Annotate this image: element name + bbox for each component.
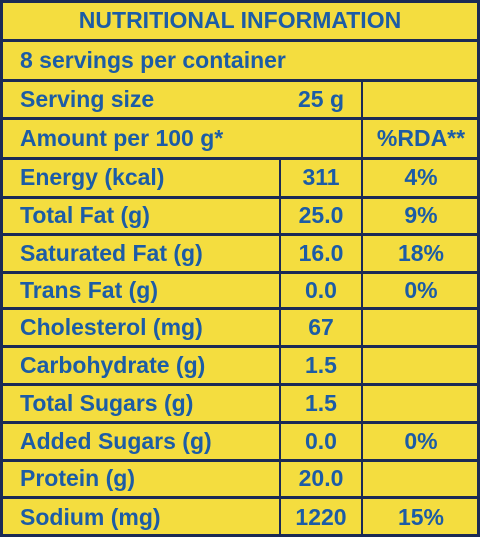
rule [0, 196, 480, 199]
nutrient-amount: 311 [302, 164, 340, 190]
nutrient-name: Trans Fat (g) [20, 276, 159, 303]
nutrient-amount: 67 [308, 313, 334, 340]
nutrient-amount: 25.0 [298, 202, 344, 228]
rule [0, 496, 480, 499]
serving-size-label: Serving size [20, 85, 155, 112]
rule [0, 233, 480, 236]
nutrient-amount: 16.0 [298, 239, 344, 266]
nutrient-rda: 15% [397, 503, 445, 530]
rule [0, 79, 480, 82]
rule [0, 459, 480, 462]
rule [0, 421, 480, 424]
title: NUTRITIONAL INFORMATION [78, 6, 402, 33]
rule [0, 39, 480, 42]
nutrient-name: Saturated Fat (g) [20, 239, 203, 266]
nutrient-rda: 4% [404, 164, 438, 190]
nutrient-rda: 9% [404, 202, 438, 228]
nutrient-amount: 1.5 [305, 351, 337, 378]
nutrient-name: Added Sugars (g) [20, 427, 212, 454]
nutrient-name: Sodium (mg) [20, 503, 161, 530]
servings: 8 servings per container [20, 46, 286, 73]
serving-size-value: 25 g [297, 85, 345, 112]
nutrient-name: Total Sugars (g) [20, 389, 194, 416]
nutrient-name: Carbohydrate (g) [20, 351, 206, 378]
nutrient-amount: 1220 [295, 503, 347, 530]
nutrient-rda: 18% [397, 239, 445, 266]
nutrient-rda: 0% [404, 276, 438, 303]
nutrient-amount: 0.0 [305, 427, 337, 454]
rule [279, 158, 281, 537]
nutrient-name: Energy (kcal) [20, 164, 165, 190]
rule [0, 157, 480, 160]
rule [0, 117, 480, 120]
nutrient-name: Total Fat (g) [20, 202, 150, 228]
nutrient-amount: 20.0 [298, 465, 344, 491]
rule [0, 383, 480, 386]
amount-header: Amount per 100 g* [20, 124, 224, 151]
rule [0, 271, 480, 274]
nutrient-name: Protein (g) [20, 465, 135, 491]
rule [0, 345, 480, 348]
rule [0, 307, 480, 310]
rule [361, 80, 363, 537]
nutrient-amount: 1.5 [305, 389, 337, 416]
nutrient-name: Cholesterol (mg) [20, 313, 203, 340]
nutrient-rda: 0% [404, 427, 438, 454]
nutrient-amount: 0.0 [305, 276, 337, 303]
rda-header: %RDA** [376, 124, 466, 151]
